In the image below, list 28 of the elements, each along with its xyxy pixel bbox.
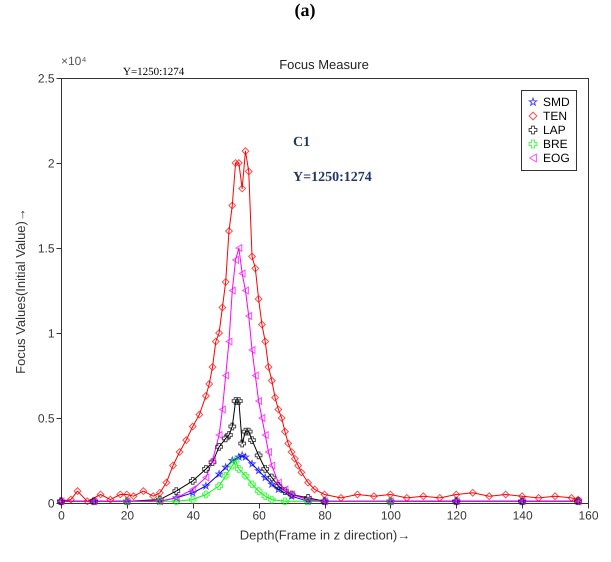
annotation: C1 [293,135,310,150]
y-axis-title: Focus Values(Initial Value)→ [12,208,28,374]
legend-label: LAP [543,123,566,137]
x-tick-label: 40 [186,508,200,522]
legend-label: SMD [543,95,570,109]
text: (a) [294,0,316,20]
x-tick-label: 80 [318,508,332,522]
y-tick-label: 1.5 [38,242,55,256]
annotation: Y=1250:1274 [293,170,372,185]
y-tick-label: 1 [48,326,55,340]
x-axis-title: Depth(Frame in z direction)→ [240,528,410,542]
y-tick-label: 0.5 [38,412,55,426]
x-tick-label: 160 [578,508,599,522]
legend-label: EOG [543,151,570,165]
y-tick-label: 2 [48,156,55,170]
y-tick-label: 0 [48,496,55,510]
text: ×10⁴ [61,54,87,68]
chart-title: Focus Measure [279,57,369,72]
legend-label: BRE [543,137,568,151]
x-tick-label: 120 [446,508,468,522]
x-tick-label: 0 [58,508,66,522]
x-tick-label: 60 [252,508,266,522]
x-tick-label: 20 [120,508,134,522]
x-tick-label: 140 [512,508,533,522]
text: Y=1250:1274 [123,66,185,78]
legend-label: TEN [543,109,567,123]
x-tick-label: 100 [380,508,402,522]
y-tick-label: 2.5 [38,72,55,86]
